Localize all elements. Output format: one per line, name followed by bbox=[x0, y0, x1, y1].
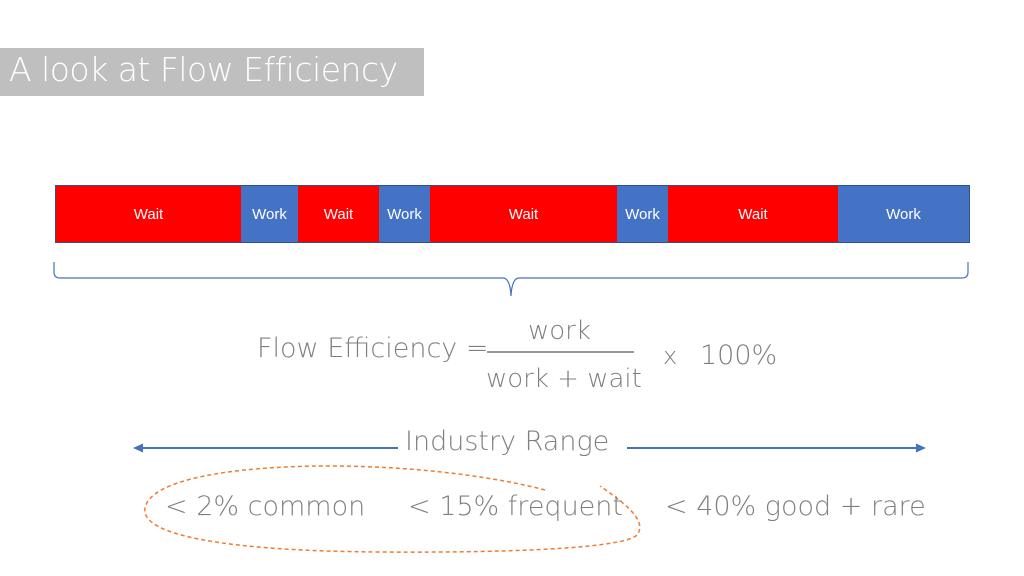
page-title: A look at Flow Efficiency bbox=[9, 50, 398, 89]
timeline-segment-wait: Wait bbox=[668, 186, 838, 242]
segment-label: Work bbox=[252, 205, 287, 223]
formula-times: x bbox=[663, 342, 678, 370]
range-item-common: < 2% common bbox=[165, 491, 366, 522]
formula-numerator: work bbox=[528, 316, 591, 346]
timeline-segment-wait: Wait bbox=[430, 186, 617, 242]
timeline-segment-work: Work bbox=[617, 186, 668, 242]
highlight-ellipse bbox=[144, 465, 641, 553]
segment-label: Wait bbox=[323, 205, 354, 223]
range-item-good-rare: < 40% good + rare bbox=[665, 491, 926, 522]
right-arrow bbox=[627, 443, 926, 453]
timeline-segment-work: Work bbox=[241, 186, 298, 242]
range-item-frequent: < 15% frequent bbox=[408, 491, 623, 522]
timeline-segment-work: Work bbox=[838, 186, 969, 242]
segment-label: Work bbox=[387, 205, 422, 223]
timeline-segment-wait: Wait bbox=[298, 186, 379, 242]
timeline-brace bbox=[53, 262, 969, 297]
segment-label: Wait bbox=[508, 205, 539, 223]
timeline-segment-wait: Wait bbox=[56, 186, 241, 242]
segment-label: Wait bbox=[738, 205, 768, 223]
timeline-segment-work: Work bbox=[379, 186, 430, 242]
segment-label: Work bbox=[625, 205, 660, 223]
segment-label: Wait bbox=[133, 205, 164, 223]
industry-range-label: Industry Range bbox=[405, 426, 610, 457]
formula-denominator: work + wait bbox=[486, 364, 642, 394]
title-bar: A look at Flow Efficiency bbox=[0, 48, 424, 96]
formula-lhs: Flow Efficiency = bbox=[257, 333, 489, 364]
segment-label: Work bbox=[886, 205, 921, 223]
left-arrow bbox=[133, 443, 398, 453]
formula-percent: 100% bbox=[700, 340, 778, 371]
timeline-bar: Wait Work Wait Work Wait Work Wait Work bbox=[55, 185, 970, 243]
